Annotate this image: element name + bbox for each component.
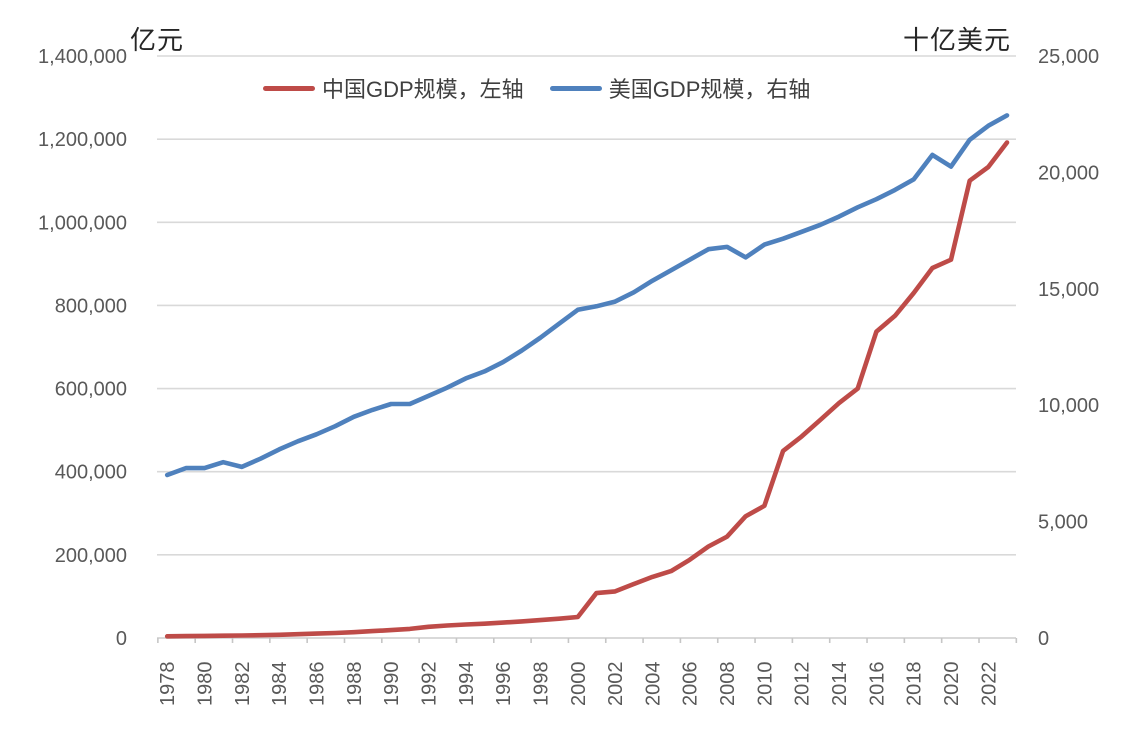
right-axis-tick-label: 10,000 [1038, 395, 1099, 417]
x-axis-label: 2012 [792, 662, 814, 707]
left-axis-tick-label: 800,000 [55, 295, 127, 317]
left-axis-tick-label: 1,000,000 [38, 212, 127, 234]
x-axis-label: 2018 [904, 662, 926, 707]
left-axis-tick-label: 0 [116, 628, 127, 650]
us-gdp-line [164, 113, 1010, 478]
x-axis-label: 2014 [829, 662, 851, 707]
left-axis-title: 亿元 [130, 25, 185, 55]
x-axis-label: 2008 [717, 662, 739, 707]
x-axis-label: 1996 [493, 662, 515, 707]
left-axis-tick-label: 1,400,000 [38, 46, 127, 68]
right-axis-tick-label: 25,000 [1038, 46, 1099, 68]
china-series-swatch [263, 85, 315, 91]
right-axis-tick-label: 20,000 [1038, 162, 1099, 184]
legend-item-china: 中国GDP规模，左轴 [263, 72, 524, 104]
x-axis-label: 1992 [418, 662, 440, 707]
right-axis-tick-label: 5,000 [1038, 512, 1088, 534]
right-axis-tick-label: 0 [1038, 628, 1049, 650]
x-axis-label: 2020 [941, 662, 963, 707]
x-axis-label: 1980 [195, 662, 217, 707]
legend-item-us: 美国GDP规模，右轴 [549, 72, 811, 104]
china-gdp-line [164, 140, 1010, 639]
x-axis-label: 2002 [605, 662, 627, 707]
x-axis-label: 2004 [642, 662, 664, 707]
x-axis-label: 1984 [269, 662, 291, 707]
left-axis-tick-label: 600,000 [55, 379, 127, 401]
x-axis-label: 2006 [680, 662, 702, 707]
right-axis-tick-label: 15,000 [1038, 279, 1099, 301]
x-axis-label: 1990 [381, 662, 403, 707]
left-axis-tick-label: 1,200,000 [38, 129, 127, 151]
x-axis-label: 1986 [306, 662, 328, 707]
left-axis-tick-label: 400,000 [55, 462, 127, 484]
x-axis-label: 1994 [456, 662, 478, 707]
right-axis-title: 十亿美元 [903, 25, 1012, 55]
legend: 中国GDP规模，左轴 美国GDP规模，右轴 [263, 72, 810, 104]
x-axis-label: 1998 [530, 662, 552, 707]
left-axis-tick-label: 200,000 [55, 545, 127, 567]
x-axis-label: 2016 [866, 662, 888, 707]
china-series-label: 中国GDP规模，左轴 [322, 77, 524, 102]
x-axis-label: 2022 [978, 662, 1000, 707]
x-axis-label: 2000 [568, 662, 590, 707]
x-axis-label: 1978 [157, 662, 179, 707]
us-series-label: 美国GDP规模，右轴 [608, 77, 811, 102]
x-axis-label: 1982 [232, 662, 254, 707]
us-series-swatch [549, 85, 602, 91]
x-axis-label: 1988 [344, 662, 366, 707]
x-axis-label: 2010 [754, 662, 776, 707]
